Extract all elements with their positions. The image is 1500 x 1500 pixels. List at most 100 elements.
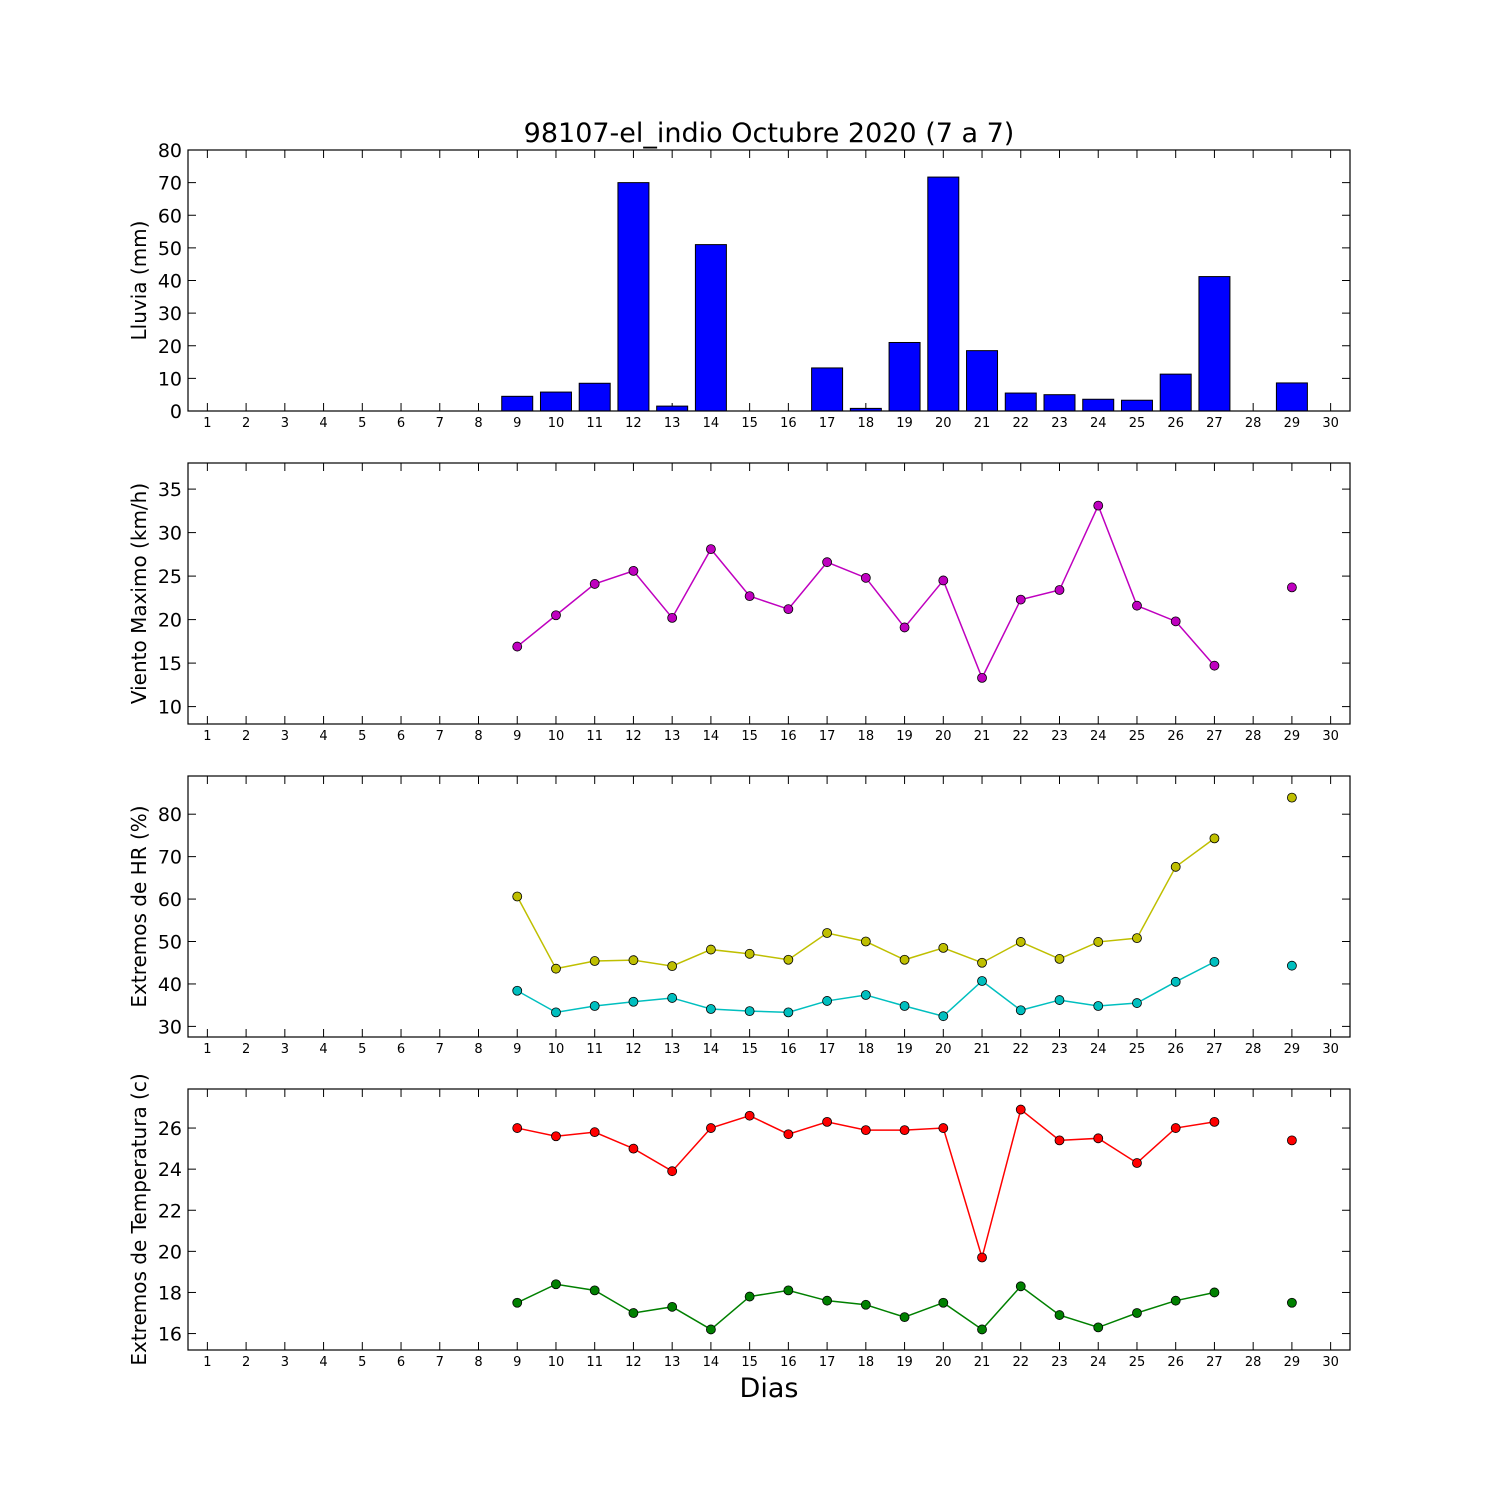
x-tick-label: 26: [1167, 729, 1184, 744]
data-point: [628, 565, 639, 576]
bar: [501, 395, 534, 412]
x-tick-label: 3: [281, 1355, 289, 1370]
x-tick-label: 20: [935, 1355, 952, 1370]
y-tick-label: 22: [158, 1200, 182, 1222]
data-point: [1170, 1123, 1181, 1133]
data-point: [1054, 954, 1065, 964]
x-tick-label: 30: [1322, 729, 1339, 744]
data-point: [551, 1131, 561, 1142]
data-point: [1015, 1281, 1026, 1292]
data-point: [551, 963, 561, 974]
x-tick-label: 7: [436, 1355, 444, 1370]
x-tick-label: 21: [974, 1042, 991, 1057]
x-tick-label: 29: [1284, 1355, 1301, 1370]
bar: [1159, 373, 1192, 412]
x-tick-label: 6: [397, 1355, 405, 1370]
x-tick-label: 6: [397, 416, 405, 431]
data-point: [977, 1324, 987, 1335]
x-tick-label: 8: [474, 1355, 482, 1370]
data-point: [1170, 1295, 1181, 1306]
x-tick-label: 15: [741, 729, 758, 744]
x-tick-label: 2: [242, 729, 250, 744]
data-point: [1209, 956, 1220, 967]
bar: [1275, 382, 1308, 412]
data-point: [1132, 1158, 1142, 1168]
x-tick-label: 9: [513, 1355, 521, 1370]
bar: [578, 382, 611, 412]
x-tick-label: 22: [1012, 416, 1029, 431]
data-point: [744, 1006, 755, 1017]
y-tick-label: 80: [158, 140, 182, 162]
data-point: [1093, 1001, 1104, 1011]
bar: [1082, 398, 1115, 412]
bar: [1043, 394, 1076, 412]
x-tick-label: 1: [203, 1042, 211, 1057]
x-tick-label: 5: [358, 416, 366, 431]
data-point: [589, 1285, 600, 1296]
x-tick-label: 23: [1051, 729, 1068, 744]
x-tick-label: 1: [203, 416, 211, 431]
y-tick-label: 70: [158, 173, 182, 195]
x-tick-label: 13: [664, 1042, 681, 1057]
x-tick-label: 20: [935, 416, 952, 431]
data-point: [589, 579, 600, 589]
x-tick-label: 4: [319, 1355, 327, 1370]
x-tick-label: 16: [780, 1355, 797, 1370]
x-tick-label: 22: [1012, 729, 1029, 744]
x-tick-label: 7: [436, 729, 444, 744]
x-tick-label: 7: [436, 1042, 444, 1057]
x-tick-label: 14: [703, 729, 720, 744]
x-tick-label: 4: [319, 729, 327, 744]
bar: [539, 391, 572, 412]
data-point: [1015, 594, 1026, 605]
data-point: [899, 1001, 910, 1011]
x-tick-label: 5: [358, 1042, 366, 1057]
data-point: [628, 955, 639, 966]
series-line: [516, 961, 1215, 1018]
x-tick-label: 18: [858, 1042, 875, 1057]
data-point: [899, 1312, 910, 1323]
data-point: [1093, 1322, 1104, 1333]
y-tick-label: 30: [158, 1016, 182, 1038]
data-point: [822, 557, 832, 568]
data-point: [667, 1166, 678, 1177]
x-tick-label: 5: [358, 1355, 366, 1370]
y-tick-label: 15: [158, 653, 182, 675]
x-tick-label: 11: [586, 1355, 603, 1370]
data-point: [512, 1123, 523, 1133]
x-tick-label: 13: [664, 1355, 681, 1370]
data-point: [667, 1301, 678, 1312]
x-tick-label: 14: [703, 416, 720, 431]
x-tick-label: 16: [780, 1042, 797, 1057]
x-tick-label: 23: [1051, 1042, 1068, 1057]
x-tick-label: 29: [1284, 416, 1301, 431]
data-point: [783, 1285, 794, 1296]
x-tick-label: 2: [242, 1355, 250, 1370]
data-point: [1054, 1135, 1065, 1146]
x-tick-label: 17: [819, 1355, 836, 1370]
x-tick-label: 15: [741, 416, 758, 431]
data-point: [744, 1291, 755, 1302]
x-tick-label: 19: [896, 729, 913, 744]
x-tick-label: 24: [1090, 416, 1107, 431]
x-tick-label: 29: [1284, 1042, 1301, 1057]
x-tick-label: 22: [1012, 1355, 1029, 1370]
series-line: [516, 837, 1215, 970]
x-tick-label: 4: [319, 416, 327, 431]
data-point: [1209, 833, 1220, 844]
bar: [888, 341, 921, 412]
data-point: [1209, 1116, 1220, 1127]
data-point: [667, 612, 678, 623]
x-tick-label: 25: [1129, 416, 1146, 431]
data-point: [938, 1297, 949, 1308]
x-tick-label: 9: [513, 416, 521, 431]
data-point: [551, 1007, 561, 1018]
x-tick-label: 8: [474, 1042, 482, 1057]
x-tick-label: 16: [780, 416, 797, 431]
x-tick-label: 30: [1322, 416, 1339, 431]
x-tick-label: 19: [896, 1042, 913, 1057]
bar: [1004, 392, 1037, 412]
x-tick-label: 2: [242, 416, 250, 431]
